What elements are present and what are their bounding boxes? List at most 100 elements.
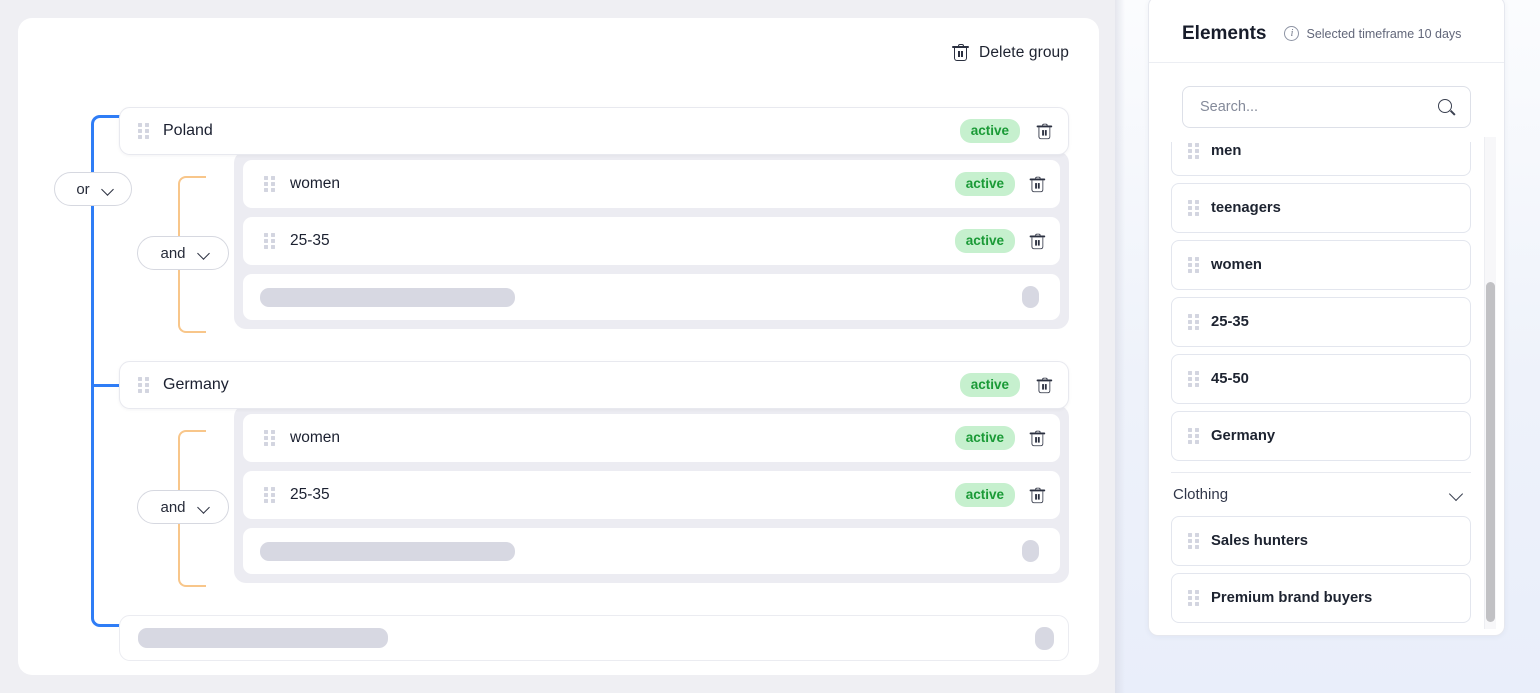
group-drop-zone-placeholder[interactable]	[119, 615, 1069, 661]
delete-row-button[interactable]	[1029, 430, 1046, 447]
list-item[interactable]: 45-50	[1171, 354, 1471, 404]
nested-group-poland: women active 25-35 active	[234, 151, 1069, 329]
elements-list[interactable]: men teenagers women 25-35	[1149, 142, 1504, 635]
placeholder-bar	[260, 287, 515, 307]
condition-row[interactable]: women active	[243, 160, 1060, 208]
status-badge: active	[954, 483, 1015, 507]
status-badge: active	[954, 172, 1015, 196]
trash-icon	[1029, 233, 1046, 250]
list-item[interactable]: Germany	[1171, 411, 1471, 461]
condition-name: 25-35	[290, 486, 330, 503]
list-item-label: Premium brand buyers	[1211, 590, 1373, 606]
drag-handle-icon[interactable]	[138, 377, 150, 393]
condition-row[interactable]: 25-35 active	[243, 471, 1060, 519]
status-badge: active	[954, 426, 1015, 450]
placeholder-pill	[1035, 626, 1054, 650]
condition-tree: or Poland active and	[18, 90, 1099, 675]
drop-zone-placeholder[interactable]	[243, 528, 1060, 574]
list-item-label: 45-50	[1211, 371, 1249, 387]
connector-or[interactable]: or	[54, 172, 132, 206]
list-item-label: women	[1211, 257, 1262, 273]
list-item-label: Sales hunters	[1211, 533, 1309, 549]
drag-handle-icon[interactable]	[264, 430, 276, 446]
trash-icon	[1029, 430, 1046, 447]
list-item[interactable]: Premium brand buyers	[1171, 573, 1471, 623]
condition-name: women	[290, 429, 340, 446]
chevron-down-icon	[198, 248, 209, 259]
list-item-label: 25-35	[1211, 314, 1249, 330]
scrollbar-thumb[interactable]	[1486, 282, 1495, 622]
condition-row[interactable]: 25-35 active	[243, 217, 1060, 265]
status-badge: active	[954, 229, 1015, 253]
elements-panel: Elements i Selected timeframe 10 days me…	[1148, 0, 1505, 636]
list-item[interactable]: 25-35	[1171, 297, 1471, 347]
drag-handle-icon[interactable]	[1188, 143, 1200, 159]
chevron-down-icon	[198, 502, 209, 513]
search-input[interactable]	[1200, 99, 1438, 115]
section-title: Clothing	[1173, 486, 1229, 503]
drag-handle-icon[interactable]	[264, 487, 276, 503]
group-name: Germany	[163, 376, 229, 393]
delete-row-button[interactable]	[1029, 487, 1046, 504]
drag-handle-icon[interactable]	[1188, 200, 1200, 216]
trash-icon	[1036, 377, 1053, 394]
delete-group-button[interactable]: Delete group	[952, 44, 1069, 62]
placeholder-bar	[138, 628, 388, 648]
drag-handle-icon[interactable]	[1188, 371, 1200, 387]
group-name: Poland	[163, 122, 213, 139]
delete-row-button[interactable]	[1029, 176, 1046, 193]
list-item-label: Germany	[1211, 428, 1276, 444]
section-header-clothing[interactable]: Clothing	[1171, 472, 1471, 508]
trash-icon	[1029, 176, 1046, 193]
panel-divider	[1115, 0, 1125, 693]
chevron-down-icon	[102, 184, 113, 195]
list-item[interactable]: men	[1171, 142, 1471, 176]
group-row-germany[interactable]: Germany active	[119, 361, 1069, 409]
trash-icon	[952, 44, 970, 62]
drag-handle-icon[interactable]	[1188, 533, 1200, 549]
elements-sidebar: Elements i Selected timeframe 10 days me…	[1115, 0, 1540, 693]
info-icon: i	[1284, 26, 1300, 41]
drag-handle-icon[interactable]	[264, 176, 276, 192]
drag-handle-icon[interactable]	[1188, 314, 1200, 330]
timeframe-label: Selected timeframe 10 days	[1306, 26, 1462, 41]
connector-and-label: and	[160, 244, 186, 262]
drag-handle-icon[interactable]	[264, 233, 276, 249]
drag-handle-icon[interactable]	[1188, 428, 1200, 444]
drag-handle-icon[interactable]	[1188, 257, 1200, 273]
connector-and-label: and	[160, 498, 186, 516]
or-branch-tick	[93, 384, 123, 387]
connector-or-label: or	[76, 180, 90, 198]
drop-zone-placeholder[interactable]	[243, 274, 1060, 320]
page-title: Elements	[1182, 22, 1267, 44]
trash-icon	[1036, 123, 1053, 140]
list-item[interactable]: Sales hunters	[1171, 516, 1471, 566]
list-item-label: teenagers	[1211, 200, 1281, 216]
search-box[interactable]	[1182, 86, 1471, 128]
chevron-down-icon[interactable]	[1450, 488, 1463, 501]
drag-handle-icon[interactable]	[138, 123, 150, 139]
list-item[interactable]: teenagers	[1171, 183, 1471, 233]
connector-and-1[interactable]: and	[137, 236, 229, 270]
nested-group-germany: women active 25-35 active	[234, 405, 1069, 583]
trash-icon	[1029, 487, 1046, 504]
main-panel: Delete group or Poland active	[0, 0, 1115, 693]
delete-row-button[interactable]	[1036, 377, 1053, 394]
delete-row-button[interactable]	[1029, 233, 1046, 250]
placeholder-pill	[1022, 286, 1039, 308]
condition-name: 25-35	[290, 232, 330, 249]
condition-row[interactable]: women active	[243, 414, 1060, 462]
timeframe-info: i Selected timeframe 10 days	[1284, 26, 1461, 41]
list-item[interactable]: women	[1171, 240, 1471, 290]
placeholder-bar	[260, 541, 515, 561]
condition-name: women	[290, 175, 340, 192]
delete-row-button[interactable]	[1036, 123, 1053, 140]
drag-handle-icon[interactable]	[1188, 590, 1200, 606]
search-icon[interactable]	[1438, 98, 1455, 116]
rule-builder-card: Delete group or Poland active	[18, 18, 1099, 675]
placeholder-pill	[1022, 540, 1039, 562]
status-badge: active	[959, 119, 1020, 143]
group-row-poland[interactable]: Poland active	[119, 107, 1069, 155]
connector-and-2[interactable]: and	[137, 490, 229, 524]
